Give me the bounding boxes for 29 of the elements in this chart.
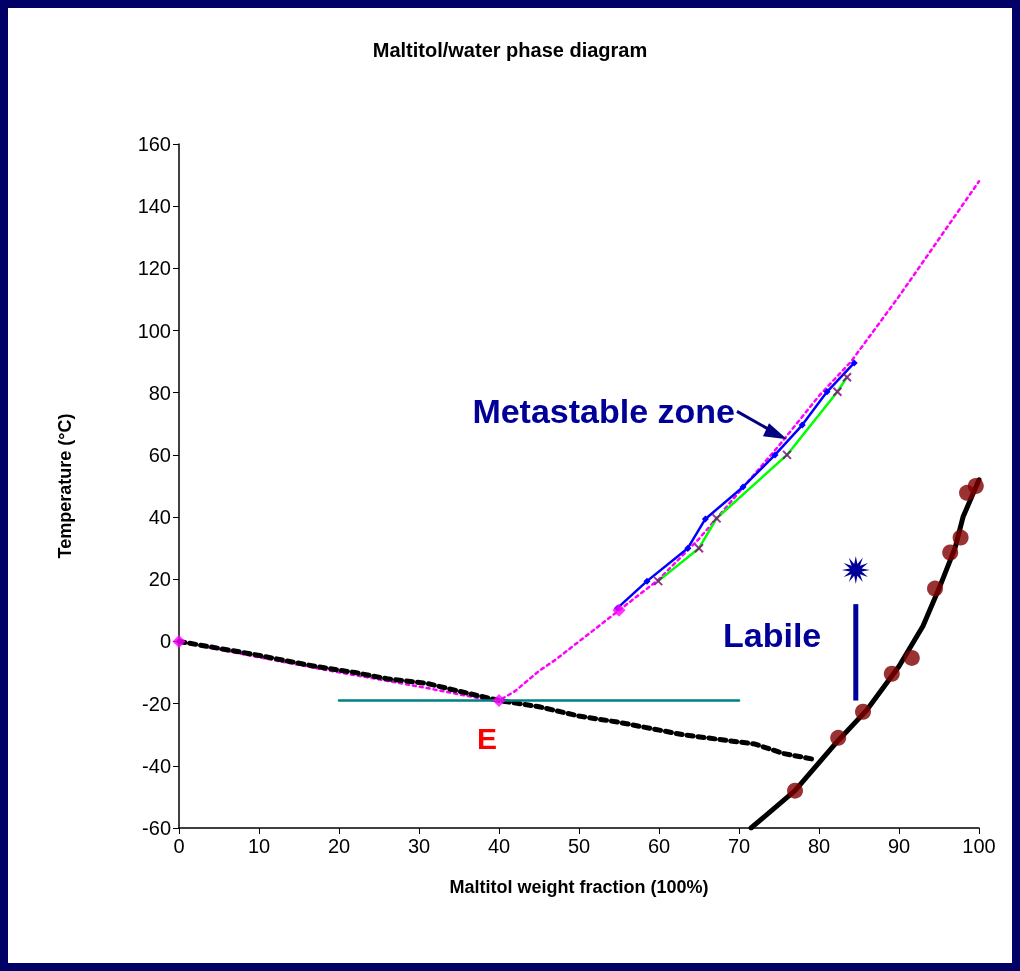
- y-tick-label: 20: [148, 568, 171, 591]
- annotation: Labile: [723, 616, 822, 655]
- annotation: Metastable zone: [472, 392, 735, 431]
- y-tick-label: 80: [148, 381, 171, 404]
- x-tick-label: 40: [487, 835, 511, 857]
- y-tick-label: 120: [137, 257, 171, 280]
- chart-title: Maltitol/water phase diagram: [372, 39, 648, 61]
- x-tick-label: 30: [407, 835, 431, 857]
- y-tick-label: -20: [142, 692, 171, 715]
- annotation: E: [476, 722, 498, 756]
- y-tick-label: 100: [137, 319, 171, 342]
- x-tick-label: 90: [887, 835, 911, 857]
- y-tick-label: 140: [137, 195, 171, 218]
- x-tick-label: 10: [247, 835, 271, 857]
- x-tick-label: 100: [962, 835, 996, 857]
- y-tick-label: -60: [142, 817, 171, 839]
- y-tick-label: 160: [137, 133, 171, 155]
- x-tick-label: 80: [807, 835, 831, 857]
- x-tick-label: 60: [647, 835, 671, 857]
- x-tick-label: 70: [727, 835, 751, 857]
- y-tick-label: 60: [148, 443, 171, 466]
- x-tick-label: 20: [327, 835, 351, 857]
- y-tick-label: -40: [142, 754, 171, 777]
- x-tick-label: 50: [567, 835, 591, 857]
- y-tick-label: 0: [159, 630, 171, 653]
- x-tick-label: 0: [173, 835, 185, 857]
- y-axis-title: Temperature (°C): [55, 413, 75, 559]
- x-axis-title: Maltitol weight fraction (100%): [449, 877, 709, 897]
- y-tick-label: 40: [148, 506, 171, 529]
